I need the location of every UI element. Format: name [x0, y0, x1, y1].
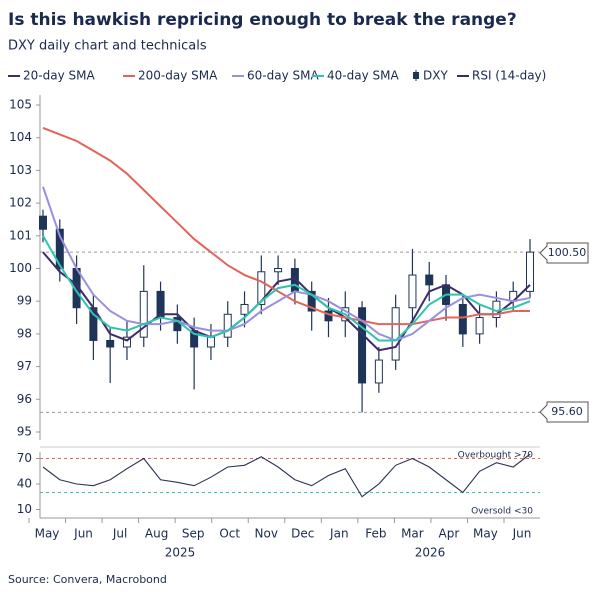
- x-tick-label: May: [473, 527, 498, 541]
- candle-body: [223, 313, 232, 338]
- candle-body: [257, 271, 266, 305]
- series-line: [42, 235, 531, 342]
- annotation-label: Oversold <30: [471, 507, 533, 517]
- y-tick-label: 103: [9, 163, 32, 177]
- legend-label: RSI (14-day): [472, 69, 546, 83]
- y-tick-label: 70: [17, 451, 32, 465]
- candle-body: [408, 274, 417, 309]
- y-tick-label: 102: [9, 196, 32, 210]
- candle-body: [106, 339, 115, 348]
- candle-body: [374, 359, 383, 384]
- annotation-label: Overbought >70: [458, 451, 534, 461]
- x-tick-label: Jul: [112, 527, 127, 541]
- candle-body: [358, 307, 367, 384]
- chart-title: Is this hawkish repricing enough to brea…: [8, 10, 517, 30]
- legend-label: DXY: [423, 69, 448, 83]
- candle-body: [391, 307, 400, 361]
- candle-body: [425, 274, 434, 286]
- y-tick-label: 40: [17, 477, 32, 491]
- legend-label: 60-day SMA: [247, 69, 319, 83]
- candle-body: [240, 303, 249, 315]
- series-line: [42, 186, 531, 342]
- y-tick-label: 96: [17, 392, 32, 406]
- x-tick-label: Jun: [512, 527, 532, 541]
- x-tick-label: Oct: [219, 527, 240, 541]
- annotation-box: [539, 242, 589, 264]
- candle-body: [307, 290, 316, 312]
- series-line: [42, 453, 531, 498]
- source: Source: Convera, Macrobond: [8, 573, 167, 586]
- y-tick-label: 10: [17, 502, 32, 516]
- x-tick-label: Jun: [73, 527, 93, 541]
- x-tick-label: Nov: [255, 527, 278, 541]
- y-tick-label: 98: [17, 326, 32, 340]
- candle-body: [122, 336, 131, 348]
- y-tick-label: 104: [9, 130, 32, 144]
- candle-body: [55, 228, 64, 269]
- x-tick-label: Mar: [401, 527, 424, 541]
- candle-body: [139, 290, 148, 338]
- annotation-label: 100.50: [548, 246, 587, 259]
- chart-subtitle: DXY daily chart and technicals: [8, 39, 207, 54]
- candle-body: [458, 303, 467, 335]
- annotation-box: [539, 401, 589, 423]
- x-tick-label: Jan: [329, 527, 349, 541]
- candle-body: [526, 251, 534, 292]
- legend-swatch: [413, 72, 419, 79]
- x-group-label: 2025: [165, 546, 196, 560]
- y-tick-label: 95: [17, 425, 32, 439]
- legend-label: 200-day SMA: [138, 69, 218, 83]
- annotation-label: 95.60: [551, 405, 583, 418]
- x-tick-label: Aug: [145, 527, 168, 541]
- y-tick-label: 101: [9, 228, 32, 242]
- candle-body: [274, 268, 283, 273]
- x-tick-label: Dec: [291, 527, 314, 541]
- y-tick-label: 105: [9, 98, 32, 112]
- y-tick-label: 99: [17, 294, 32, 308]
- x-tick-label: Apr: [439, 527, 460, 541]
- candle-body: [206, 336, 215, 348]
- x-tick-label: May: [35, 527, 60, 541]
- y-tick-label: 100: [9, 261, 32, 275]
- legend-label: 20-day SMA: [23, 69, 95, 83]
- x-tick-label: Feb: [365, 527, 386, 541]
- candle-body: [475, 317, 484, 335]
- x-group-label: 2026: [415, 546, 446, 560]
- series-line: [42, 251, 531, 352]
- x-tick-label: Sep: [182, 527, 205, 541]
- y-tick-label: 97: [17, 359, 32, 373]
- candle-body: [39, 215, 47, 230]
- legend-label: 40-day SMA: [327, 69, 399, 83]
